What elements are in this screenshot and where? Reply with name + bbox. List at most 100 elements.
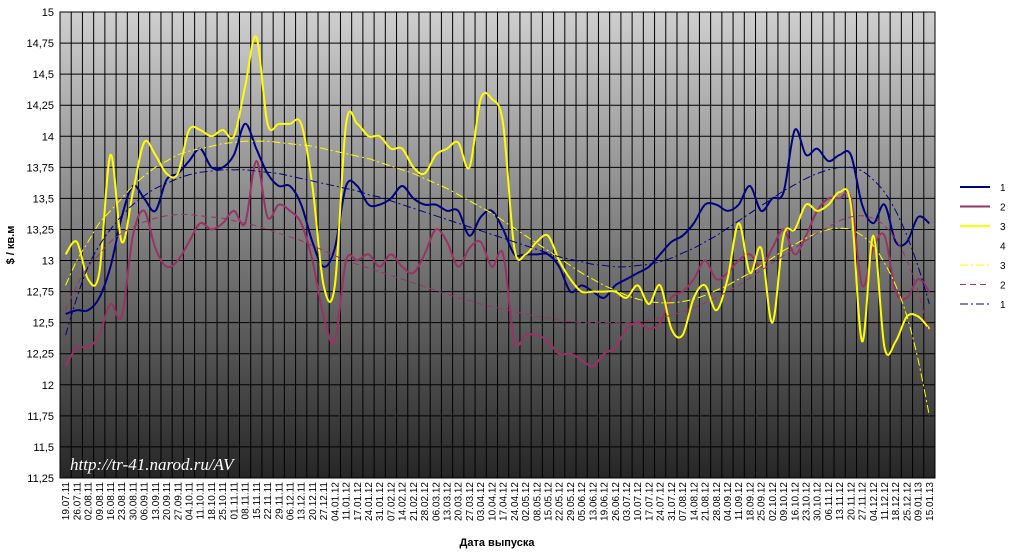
y-tick-label: 11,25 <box>27 473 54 485</box>
legend-label: 2 <box>1000 281 1006 292</box>
y-tick-label: 14,5 <box>33 69 54 81</box>
x-tick-label: 24.07.12 <box>656 482 667 521</box>
lines <box>64 35 931 416</box>
plot-border <box>59 11 936 479</box>
x-tick-label: 03.07.12 <box>622 482 633 521</box>
y-tick-label: 13,75 <box>26 162 54 174</box>
legend-label: 1 <box>1000 300 1006 311</box>
legend-label: 3 <box>1000 261 1006 272</box>
x-tick-label: 20.11.12 <box>846 482 857 521</box>
x-tick-label: 04.10.11 <box>185 482 196 521</box>
x-tick-label: 20.09.11 <box>162 482 173 521</box>
x-axis-title: Дата выпуска <box>460 537 536 549</box>
x-tick-label: 06.03.12 <box>431 482 442 521</box>
series-line <box>64 35 931 356</box>
x-tick-label: 04.12.12 <box>869 482 880 521</box>
x-tick-label: 26.07.11 <box>72 482 83 521</box>
y-tick-label: 11,5 <box>33 442 54 454</box>
x-tick-label: 08.11.11 <box>241 482 252 520</box>
series-line <box>65 213 930 336</box>
y-tick-label: 14,25 <box>26 100 54 112</box>
x-tick-label: 21.08.12 <box>701 482 712 521</box>
x-tick-label: 28.08.12 <box>712 482 723 521</box>
y-tick-label: 12,75 <box>26 287 54 299</box>
series-line <box>65 140 930 416</box>
x-tick-label: 10.04.12 <box>487 482 498 521</box>
y-tick-label: 12 <box>42 380 54 392</box>
x-tick-label: 27.11.12 <box>858 482 869 521</box>
legend-label: 2 <box>1000 203 1006 214</box>
x-tick-label: 08.05.12 <box>532 482 543 521</box>
x-tick-label: 26.06.12 <box>611 482 622 521</box>
y-tick-label: 14,75 <box>26 38 54 50</box>
x-tick-label: 22.11.11 <box>263 482 274 520</box>
y-tick-label: 13 <box>42 256 54 268</box>
x-tick-label: 23.10.12 <box>801 482 812 521</box>
y-tick-label: 14 <box>42 131 54 143</box>
x-tick-label: 24.04.12 <box>510 482 521 521</box>
x-tick-label: 09.08.11 <box>95 482 106 521</box>
x-tick-label: 07.02.12 <box>386 482 397 521</box>
x-tick-label: 01.11.11 <box>229 482 240 520</box>
x-tick-label: 02.05.12 <box>521 482 532 521</box>
legend-label: 1 <box>1000 183 1006 194</box>
x-tick-label: 13.11.12 <box>835 482 846 521</box>
x-tick-label: 18.12.12 <box>891 482 902 521</box>
x-tick-label: 11.12.12 <box>880 482 891 521</box>
x-tick-label: 18.10.11 <box>207 482 218 521</box>
x-tick-label: 27.03.12 <box>465 482 476 521</box>
x-tick-label: 19.07.11 <box>61 482 72 521</box>
x-tick-label: 19.06.12 <box>600 482 611 521</box>
y-tick-label: 15 <box>42 7 54 19</box>
y-tick-label: 12,25 <box>26 349 54 361</box>
x-tick-label: 16.10.12 <box>790 482 801 521</box>
x-tick-label: 06.11.12 <box>824 482 835 521</box>
x-tick-label: 25.12.12 <box>902 482 913 521</box>
series-line <box>65 122 931 315</box>
x-tick-label: 25.09.12 <box>757 482 768 521</box>
x-tick-label: 03.04.12 <box>476 482 487 521</box>
x-tick-label: 11.01.12 <box>342 482 353 521</box>
x-tick-label: 29.05.12 <box>566 482 577 521</box>
x-tick-label: 13.09.11 <box>151 482 162 521</box>
x-tick-label: 20.03.12 <box>454 482 465 521</box>
x-tick-label: 24.01.12 <box>364 482 375 521</box>
x-tick-label: 05.06.12 <box>577 482 588 521</box>
x-tick-label: 14.08.12 <box>689 482 700 521</box>
x-tick-label: 07.08.12 <box>678 482 689 521</box>
x-tick-label: 18.09.12 <box>745 482 756 521</box>
x-tick-label: 17.07.12 <box>644 482 655 521</box>
x-tick-label: 04.01.12 <box>330 482 341 521</box>
x-tick-label: 15.01.13 <box>925 482 936 521</box>
grid <box>59 11 936 479</box>
x-tick-label: 06.09.11 <box>140 482 151 521</box>
y-tick-label: 11,75 <box>27 411 54 423</box>
x-tick-label: 13.03.12 <box>443 482 454 521</box>
x-tick-label: 10.07.12 <box>633 482 644 521</box>
x-tick-label: 13.12.11 <box>297 482 308 521</box>
legend-label: 3 <box>1000 222 1006 233</box>
x-tick-label: 09.01.13 <box>914 482 925 521</box>
x-tick-label: 06.12.11 <box>285 482 296 521</box>
x-tick-label: 02.10.12 <box>768 482 779 521</box>
x-tick-label: 31.07.12 <box>667 482 678 521</box>
watermark: http://tr-41.narod.ru/AV <box>70 455 236 474</box>
x-tick-label: 25.10.11 <box>218 482 229 521</box>
x-tick-label: 14.02.12 <box>398 482 409 521</box>
x-tick-label: 27.09.11 <box>173 482 184 521</box>
y-axis-title: $ / кв.м <box>5 226 17 265</box>
x-tick-label: 11.10.11 <box>196 482 207 520</box>
x-tick-label: 16.08.11 <box>106 482 117 521</box>
x-tick-label: 30.08.11 <box>128 482 139 521</box>
x-tick-label: 23.08.11 <box>117 482 128 521</box>
x-tick-label: 09.10.12 <box>779 482 790 521</box>
y-tick-label: 13,5 <box>33 193 54 205</box>
x-tick-label: 11.09.12 <box>734 482 745 521</box>
legend-label: 4 <box>1000 242 1006 253</box>
x-tick-label: 30.10.12 <box>813 482 824 521</box>
x-tick-label: 20.12.11 <box>308 482 319 521</box>
y-tick-label: 12,5 <box>33 318 54 330</box>
x-tick-label: 17.04.12 <box>499 482 510 521</box>
x-tick-label: 27.12.11 <box>319 482 330 521</box>
